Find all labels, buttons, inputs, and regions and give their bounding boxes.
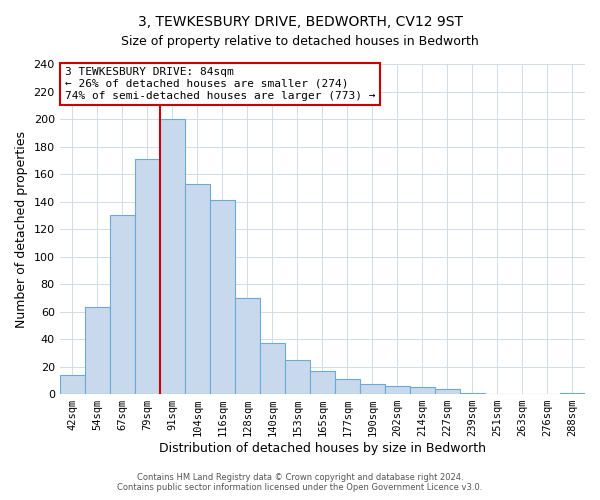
Bar (210, 200, 235, 394)
Bar (235, 298, 260, 394)
Bar (460, 392, 485, 394)
Bar (160, 119, 185, 394)
Bar (185, 184, 210, 394)
Y-axis label: Number of detached properties: Number of detached properties (15, 130, 28, 328)
Bar (410, 387, 435, 394)
Text: Contains HM Land Registry data © Crown copyright and database right 2024.
Contai: Contains HM Land Registry data © Crown c… (118, 473, 482, 492)
Bar (285, 360, 310, 394)
Text: Size of property relative to detached houses in Bedworth: Size of property relative to detached ho… (121, 35, 479, 48)
Bar (310, 370, 335, 394)
Bar (360, 384, 385, 394)
X-axis label: Distribution of detached houses by size in Bedworth: Distribution of detached houses by size … (159, 442, 486, 455)
Bar (560, 392, 585, 394)
Bar (335, 379, 360, 394)
Text: 3, TEWKESBURY DRIVE, BEDWORTH, CV12 9ST: 3, TEWKESBURY DRIVE, BEDWORTH, CV12 9ST (137, 15, 463, 29)
Bar (435, 388, 460, 394)
Text: 3 TEWKESBURY DRIVE: 84sqm
← 26% of detached houses are smaller (274)
74% of semi: 3 TEWKESBURY DRIVE: 84sqm ← 26% of detac… (65, 68, 376, 100)
Bar (110, 216, 135, 394)
Bar (59, 375, 85, 394)
Bar (385, 386, 410, 394)
Bar (85, 308, 110, 394)
Bar (260, 343, 285, 394)
Bar (135, 159, 160, 394)
